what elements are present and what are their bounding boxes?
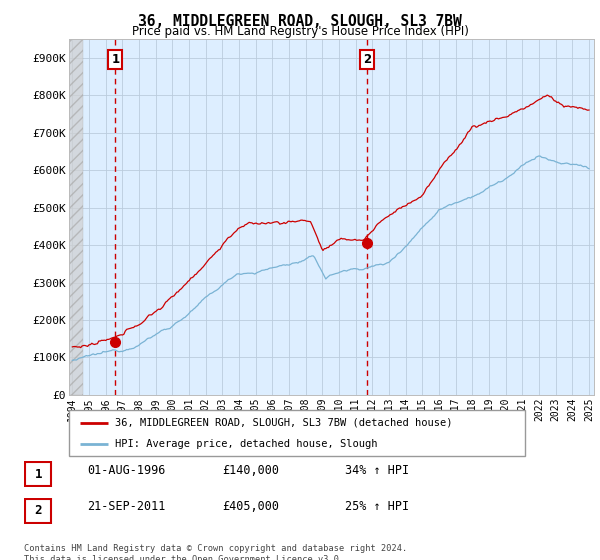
Text: 25% ↑ HPI: 25% ↑ HPI — [345, 500, 409, 514]
Text: 21-SEP-2011: 21-SEP-2011 — [87, 500, 166, 514]
Text: 34% ↑ HPI: 34% ↑ HPI — [345, 464, 409, 477]
Bar — [69, 39, 83, 395]
Text: 1: 1 — [35, 468, 42, 481]
Text: HPI: Average price, detached house, Slough: HPI: Average price, detached house, Slou… — [115, 439, 377, 449]
Text: 2: 2 — [35, 504, 42, 517]
Text: £405,000: £405,000 — [222, 500, 279, 514]
Text: 1: 1 — [112, 53, 119, 66]
Text: Contains HM Land Registry data © Crown copyright and database right 2024.
This d: Contains HM Land Registry data © Crown c… — [24, 544, 407, 560]
Text: 01-AUG-1996: 01-AUG-1996 — [87, 464, 166, 477]
Text: £140,000: £140,000 — [222, 464, 279, 477]
Text: 36, MIDDLEGREEN ROAD, SLOUGH, SL3 7BW: 36, MIDDLEGREEN ROAD, SLOUGH, SL3 7BW — [138, 14, 462, 29]
Text: Price paid vs. HM Land Registry's House Price Index (HPI): Price paid vs. HM Land Registry's House … — [131, 25, 469, 38]
Text: 36, MIDDLEGREEN ROAD, SLOUGH, SL3 7BW (detached house): 36, MIDDLEGREEN ROAD, SLOUGH, SL3 7BW (d… — [115, 418, 452, 428]
Text: 2: 2 — [364, 53, 371, 66]
